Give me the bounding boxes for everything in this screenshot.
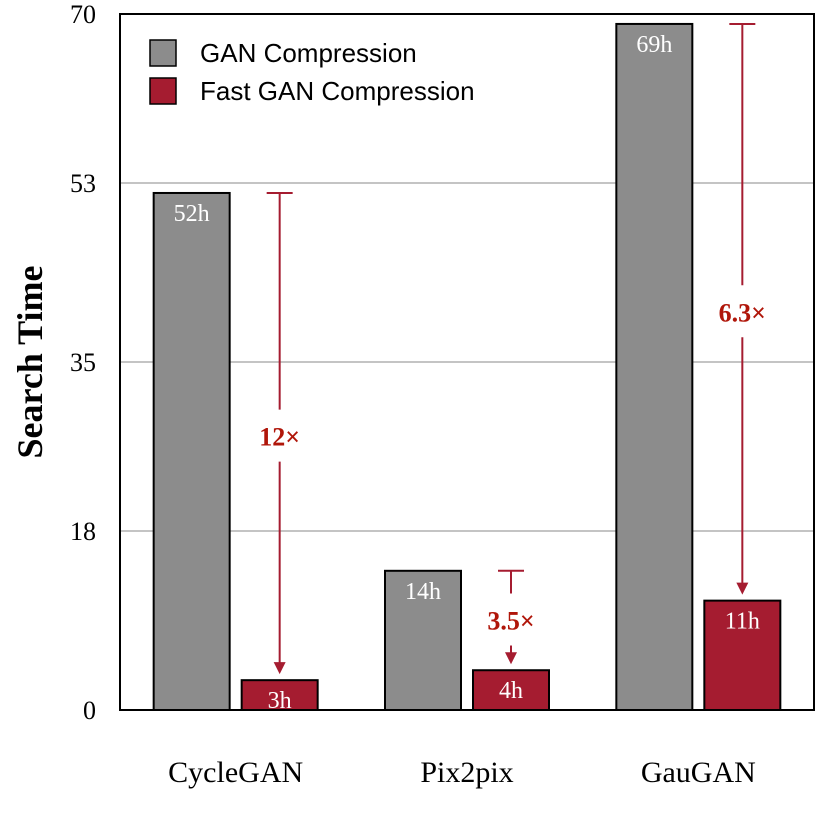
gridlines	[120, 182, 814, 533]
legend-swatch	[149, 77, 177, 105]
y-tick-label: 0	[83, 696, 96, 725]
speedup-arrowhead	[505, 652, 517, 665]
speedup-arrowhead	[736, 582, 749, 595]
speedup-annotations: 12× 3.5× 6.3×	[259, 22, 766, 675]
bar-value-label: 4h	[499, 678, 523, 704]
y-tick-label: 35	[70, 348, 96, 377]
legend-label: GAN Compression	[200, 38, 417, 68]
x-tick-label: Pix2pix	[420, 756, 513, 789]
y-axis-label: Search Time	[10, 265, 50, 458]
x-tick-label: CycleGAN	[168, 756, 303, 789]
legend-label: Fast GAN Compression	[200, 76, 475, 106]
plot-frame	[119, 13, 815, 711]
gan-compression-bar-pix2pix	[384, 569, 462, 711]
legend-swatch	[149, 39, 177, 67]
y-tick-label: 53	[70, 169, 96, 198]
y-tick-label: 70	[70, 0, 96, 29]
gan-compression-bar-gaugan	[615, 22, 694, 711]
x-tick-label: GauGAN	[641, 756, 756, 789]
fast-gan-compression-bar-pix2pix	[472, 669, 550, 712]
bar-value-label: 11h	[725, 609, 760, 635]
bar-value-label: 69h	[636, 32, 672, 58]
x-axis-ticks: CycleGAN Pix2pix GauGAN	[168, 756, 756, 789]
bar-value-label: 52h	[174, 201, 210, 227]
y-tick-label: 18	[70, 517, 96, 546]
legend: GAN Compression Fast GAN Compression	[149, 38, 475, 106]
bar-value-label: 14h	[405, 579, 441, 605]
fast-gan-compression-bar-gaugan	[703, 599, 782, 712]
speedup-label: 6.3×	[719, 298, 766, 327]
speedup-label: 12×	[259, 423, 300, 452]
gan-compression-bar-cyclegan	[152, 191, 231, 711]
fast-gan-compression-bar-cyclegan	[240, 679, 319, 712]
y-axis-ticks: 0 18 35 53 70	[70, 0, 96, 725]
speedup-arrowhead	[273, 662, 286, 675]
speedup-label: 3.5×	[487, 607, 534, 636]
